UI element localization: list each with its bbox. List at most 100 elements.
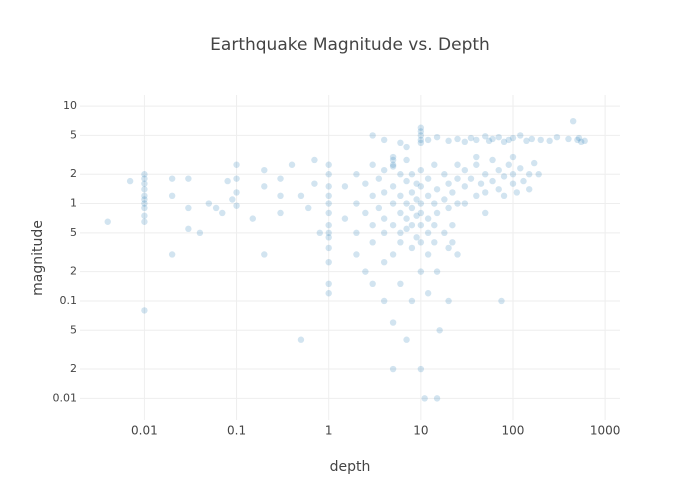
y-tick-label: 1 <box>70 197 77 210</box>
point <box>141 204 148 212</box>
point <box>509 134 517 142</box>
point <box>509 171 517 178</box>
point <box>454 200 461 207</box>
point <box>489 156 496 164</box>
y-tick-label: 10 <box>63 99 77 112</box>
point <box>417 239 425 246</box>
point <box>380 136 388 144</box>
point <box>424 192 432 200</box>
point <box>233 175 240 182</box>
x-axis-title: depth <box>330 459 371 475</box>
point <box>325 221 332 229</box>
point <box>311 180 318 187</box>
point <box>389 221 397 229</box>
point <box>461 138 469 146</box>
point <box>477 180 485 187</box>
point <box>441 171 448 178</box>
point <box>233 189 240 196</box>
point <box>526 186 533 193</box>
point <box>509 153 517 161</box>
point <box>413 234 420 241</box>
point <box>403 215 410 222</box>
x-tick-label: 1 <box>325 424 333 438</box>
point <box>141 186 148 193</box>
point <box>473 192 480 200</box>
point <box>397 139 404 147</box>
y-tick-label: 2 <box>70 265 77 278</box>
point <box>454 251 461 258</box>
point <box>482 133 489 140</box>
point <box>417 221 425 229</box>
point <box>369 132 376 139</box>
point <box>141 171 148 178</box>
point <box>325 161 332 168</box>
point <box>261 166 268 174</box>
point <box>417 136 425 144</box>
point <box>325 258 332 266</box>
point <box>505 161 512 168</box>
point <box>413 196 420 203</box>
point <box>403 143 410 151</box>
point <box>353 251 360 258</box>
point <box>297 336 305 343</box>
point <box>417 132 425 139</box>
y-axis-title: magnitude <box>30 220 46 296</box>
point <box>433 186 441 193</box>
y-tick-label: 5 <box>70 128 77 141</box>
point <box>325 192 332 200</box>
point <box>104 218 111 225</box>
point <box>325 280 332 288</box>
point <box>380 258 388 266</box>
point <box>417 200 425 207</box>
point <box>311 156 318 164</box>
point <box>212 204 220 212</box>
point <box>461 183 469 190</box>
point <box>436 327 443 334</box>
point <box>389 161 397 168</box>
point <box>408 244 416 252</box>
point <box>341 215 349 222</box>
point <box>495 133 502 141</box>
point <box>277 209 284 217</box>
point <box>403 156 410 164</box>
point <box>141 307 148 314</box>
point <box>229 196 236 203</box>
point <box>196 229 204 237</box>
chart-title: Earthquake Magnitude vs. Depth <box>210 35 490 55</box>
x-tick-label: 0.1 <box>227 424 246 438</box>
point <box>168 175 176 182</box>
point <box>205 200 213 207</box>
point <box>325 229 332 237</box>
point <box>433 209 441 217</box>
point <box>141 218 148 225</box>
point <box>375 204 383 212</box>
point <box>528 135 535 143</box>
point <box>537 136 544 144</box>
point <box>403 200 410 207</box>
point <box>389 319 397 326</box>
point <box>433 133 441 141</box>
point <box>461 166 469 174</box>
point <box>489 135 496 143</box>
point <box>517 165 524 172</box>
y-tick-label: 0.01 <box>53 391 78 404</box>
point <box>505 136 512 144</box>
point <box>498 297 505 305</box>
point <box>325 183 332 190</box>
y-tick-label: 2 <box>70 167 77 180</box>
point <box>261 183 268 190</box>
point <box>341 183 349 190</box>
point <box>168 192 176 200</box>
point <box>325 234 332 241</box>
point <box>449 189 456 196</box>
point <box>433 268 441 275</box>
point <box>305 204 312 212</box>
point <box>380 229 388 237</box>
point <box>509 180 517 187</box>
x-tick-label: 10 <box>413 424 428 438</box>
point <box>485 137 493 145</box>
point <box>288 161 296 168</box>
point <box>168 251 176 258</box>
point <box>389 365 397 373</box>
